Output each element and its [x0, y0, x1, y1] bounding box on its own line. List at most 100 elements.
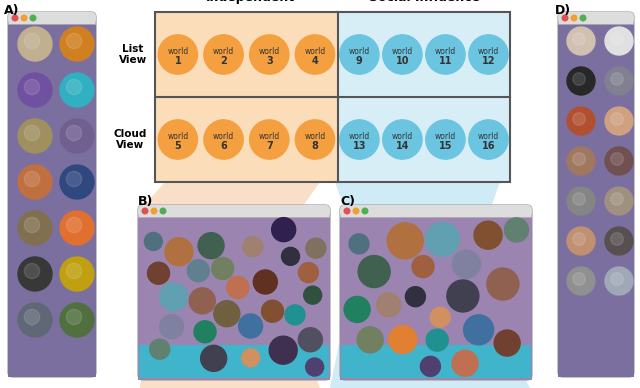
Circle shape	[142, 208, 148, 214]
FancyBboxPatch shape	[138, 205, 330, 217]
Text: 9: 9	[356, 56, 363, 66]
Circle shape	[145, 232, 163, 250]
Bar	[9, 322, 95, 375]
Circle shape	[212, 258, 234, 279]
Circle shape	[447, 280, 479, 312]
Circle shape	[295, 120, 335, 159]
Circle shape	[420, 357, 440, 376]
Circle shape	[349, 234, 369, 254]
Bar	[139, 345, 329, 378]
Text: Social Influence: Social Influence	[369, 0, 481, 4]
Circle shape	[271, 218, 296, 242]
Circle shape	[452, 350, 478, 376]
Text: 16: 16	[482, 141, 495, 151]
Text: world: world	[435, 132, 456, 141]
Bar	[138, 217, 330, 380]
Circle shape	[18, 27, 52, 61]
Text: world: world	[305, 47, 326, 56]
Circle shape	[12, 15, 18, 21]
Circle shape	[18, 211, 52, 245]
Circle shape	[285, 305, 305, 325]
Circle shape	[269, 336, 297, 364]
Circle shape	[383, 120, 422, 159]
Circle shape	[298, 263, 319, 282]
Text: world: world	[392, 132, 413, 141]
Bar	[8, 24, 96, 377]
Circle shape	[67, 80, 82, 95]
Circle shape	[353, 208, 359, 214]
Circle shape	[194, 321, 216, 343]
FancyBboxPatch shape	[558, 12, 634, 24]
Circle shape	[239, 314, 262, 338]
Circle shape	[605, 187, 633, 215]
Circle shape	[201, 345, 227, 371]
FancyBboxPatch shape	[340, 205, 532, 380]
Text: 10: 10	[396, 56, 409, 66]
Circle shape	[426, 120, 465, 159]
Text: 5: 5	[175, 141, 181, 151]
Text: 8: 8	[312, 141, 319, 151]
Circle shape	[262, 300, 284, 322]
Circle shape	[426, 329, 448, 351]
Circle shape	[295, 35, 335, 74]
Circle shape	[358, 256, 390, 288]
Circle shape	[198, 233, 224, 259]
Circle shape	[426, 222, 460, 256]
Circle shape	[158, 120, 198, 159]
Text: world: world	[349, 47, 370, 56]
Circle shape	[18, 257, 52, 291]
Text: 14: 14	[396, 141, 409, 151]
Circle shape	[605, 67, 633, 95]
Circle shape	[452, 250, 481, 278]
Circle shape	[67, 33, 82, 48]
Text: 1: 1	[175, 56, 181, 66]
Circle shape	[250, 120, 289, 159]
Polygon shape	[140, 182, 320, 388]
Bar	[155, 12, 510, 182]
Text: 2: 2	[220, 56, 227, 66]
Circle shape	[494, 330, 520, 356]
Circle shape	[214, 301, 240, 327]
Circle shape	[21, 15, 27, 21]
Text: C): C)	[340, 195, 355, 208]
Circle shape	[344, 296, 370, 322]
Circle shape	[340, 35, 379, 74]
Text: 4: 4	[312, 56, 318, 66]
Circle shape	[611, 73, 623, 85]
Circle shape	[158, 35, 198, 74]
Circle shape	[611, 33, 623, 45]
FancyBboxPatch shape	[138, 205, 330, 380]
Text: 7: 7	[266, 141, 273, 151]
Circle shape	[67, 171, 82, 187]
Text: world: world	[167, 47, 188, 56]
Text: 15: 15	[438, 141, 452, 151]
Circle shape	[377, 293, 401, 317]
Circle shape	[573, 33, 586, 45]
Text: world: world	[349, 132, 370, 141]
Circle shape	[18, 165, 52, 199]
Circle shape	[306, 358, 324, 376]
Text: 6: 6	[220, 141, 227, 151]
Bar	[559, 332, 633, 375]
Circle shape	[605, 227, 633, 255]
Bar	[340, 217, 532, 380]
Circle shape	[573, 193, 586, 205]
Text: world: world	[392, 47, 413, 56]
Circle shape	[67, 309, 82, 325]
Bar	[558, 24, 634, 377]
Circle shape	[24, 33, 40, 48]
Circle shape	[567, 107, 595, 135]
Text: world: world	[478, 47, 499, 56]
Circle shape	[67, 263, 82, 279]
Circle shape	[405, 287, 426, 307]
FancyBboxPatch shape	[558, 12, 634, 377]
Circle shape	[306, 238, 326, 258]
Circle shape	[160, 208, 166, 214]
Circle shape	[611, 273, 623, 285]
Text: world: world	[213, 132, 234, 141]
Circle shape	[67, 125, 82, 141]
Circle shape	[469, 120, 508, 159]
Text: world: world	[478, 132, 499, 141]
Circle shape	[430, 307, 450, 327]
FancyBboxPatch shape	[8, 12, 96, 377]
